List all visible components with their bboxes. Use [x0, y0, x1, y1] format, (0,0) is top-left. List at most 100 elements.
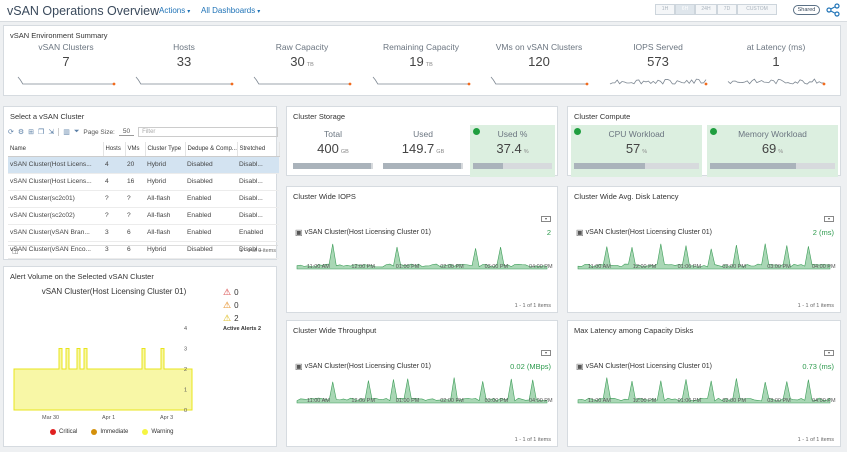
x-tick-label: 12:00 PM [351, 264, 375, 270]
latest-value: 2 (ms) [812, 228, 834, 237]
x-tick-label: 02:00 PM [722, 398, 746, 404]
cpu-workload-tile: CPU Workload 57% [571, 125, 702, 177]
range-6h-button[interactable]: 6H [675, 4, 695, 15]
x-tick-label: 04:00 PM [529, 398, 553, 404]
workload-bar [710, 163, 835, 169]
table-row[interactable]: vSAN Cluster(Host Licens... 4 16 Hybrid Disa… [8, 173, 279, 191]
chart-legend: ▣ vSAN Cluster(Host Licensing Cluster 01) [576, 362, 712, 371]
chart-options-dropdown[interactable]: ▾ [824, 350, 834, 356]
table-row[interactable]: vSAN Cluster(sc2c01)?? All-flash Enabled Di… [8, 190, 279, 208]
x-tick-label: 12:00 PM [633, 264, 657, 270]
kpi-sparkline [17, 76, 114, 85]
column-header[interactable]: Cluster Type [145, 142, 186, 157]
table-row[interactable]: vSAN Cluster(Host Licens... 4 20 Hybrid Disa… [8, 156, 279, 174]
all-dashboards-menu[interactable]: All Dashboards ▾ [201, 6, 260, 15]
kpi-value: 573 [647, 54, 669, 69]
kpi-unit: TB [306, 62, 314, 68]
table-cell: Disabl... [237, 173, 279, 191]
column-header[interactable]: Name [8, 142, 104, 157]
capacity-bar [473, 163, 552, 169]
series-area [296, 243, 548, 270]
column-header[interactable]: VMs [125, 142, 146, 157]
table-cell: Enabled [185, 207, 237, 225]
time-range-group: 1H 6H 24H 7D CUSTOM [655, 4, 777, 15]
share-icon[interactable] [826, 3, 840, 17]
cluster-table: Name Hosts VMs Cluster Type Dedupe & Comp...… [8, 142, 280, 259]
chart-options-dropdown[interactable]: ▾ [824, 216, 834, 222]
y-tick-label: 1 [184, 388, 187, 394]
chart-options-dropdown[interactable]: ▾ [541, 350, 551, 356]
metric-area-chart: 11:00 AM 12:00 PM 01:00 PM 02:00 PM 03:00 PM… [577, 377, 836, 404]
legend-label: Critical [59, 429, 78, 435]
tile-unit: % [778, 149, 784, 155]
table-cell: vSAN Cluster(Host Licens... [8, 173, 103, 191]
table-row[interactable]: vSAN Cluster(vSAN Bran... 3 6 All-flash Enab… [8, 224, 279, 242]
column-header[interactable]: Dedupe & Comp... [185, 142, 238, 157]
table-cell: 4 [103, 156, 125, 174]
settings-icon[interactable]: ⚙ [17, 129, 25, 136]
chevron-down-icon: ▾ [187, 9, 191, 15]
active-alerts-label: Active Alerts 2 [223, 326, 262, 332]
refresh-icon[interactable]: ⟳ [8, 129, 14, 136]
range-7d-button[interactable]: 7D [717, 4, 737, 15]
chart-options-dropdown[interactable]: ▾ [541, 216, 551, 222]
range-1h-button[interactable]: 1H [655, 4, 675, 15]
chart-title: Max Latency among Capacity Disks [574, 326, 694, 335]
chart-legend: ▣ vSAN Cluster(Host Licensing Cluster 01) [295, 228, 431, 237]
copy-icon[interactable]: ❐ [38, 129, 45, 136]
hierarchy-icon[interactable]: ⊞ [28, 129, 35, 136]
toolbar-divider [58, 128, 60, 136]
kpi-sparklines [17, 76, 826, 86]
x-tick-label: 02:00 PM [440, 398, 464, 404]
x-tick-label: 11:00 AM [588, 264, 611, 270]
tile-value: 69 [761, 141, 777, 156]
x-tick-label: 11:00 AM [588, 398, 611, 404]
kpi-iops-served: IOPS Served 573 [598, 42, 718, 69]
table-row[interactable]: vSAN Cluster(sc2c02)?? All-flash Enabled Di… [8, 207, 279, 225]
dashboards-label: All Dashboards [201, 6, 256, 15]
kpi-value: 1 [772, 54, 780, 69]
tile-value: 400 [317, 141, 339, 156]
tile-unit: GB [340, 149, 349, 155]
column-header[interactable]: Hosts [103, 142, 126, 157]
cluster-storage-panel: Cluster Storage Total 400 GB Used 149.7 GB… [286, 106, 558, 177]
capacity-bar [293, 163, 373, 169]
kpi-sparkline [253, 76, 350, 85]
storage-title: Cluster Storage [293, 112, 346, 121]
chart-count: 1 - 1 of 1 items [514, 303, 551, 309]
legend-label: vSAN Cluster(Host Licensing Cluster 01) [585, 229, 712, 236]
x-tick-label: 01:00 PM [396, 398, 420, 404]
page-size-select[interactable]: 50 [118, 128, 135, 136]
shared-button[interactable]: Shared [793, 5, 820, 15]
table-cell: ? [103, 190, 125, 208]
columns-toggle-icon[interactable]: ◫ [12, 248, 19, 255]
alert-volume-panel: Alert Volume on the Selected vSAN Cluste… [3, 266, 277, 447]
filter-input[interactable]: Filter [138, 127, 278, 137]
filter-icon[interactable]: ⏷ [73, 128, 80, 135]
x-tick-label: 03:00 PM [767, 398, 791, 404]
range-custom-button[interactable]: CUSTOM [737, 4, 777, 15]
metric-area-chart: 11:00 AM 12:00 PM 01:00 PM 02:00 PM 03:00 PM… [296, 243, 553, 270]
alert-subtitle: vSAN Cluster(Host Licensing Cluster 01) [41, 287, 187, 296]
sparkline-end-dot [467, 82, 471, 86]
capacity-fill [383, 163, 461, 169]
storage-used-pct-tile: Used % 37.4% [470, 125, 555, 177]
x-tick-label: Apr 1 [102, 415, 115, 421]
series-area [577, 377, 831, 404]
actions-menu[interactable]: Actions ▾ [159, 6, 190, 15]
column-header[interactable]: Stretched [237, 142, 280, 157]
table-cell: Hybrid [145, 156, 185, 174]
columns-icon[interactable]: ▥ [63, 129, 70, 136]
table-cell: vSAN Cluster(vSAN Bran... [8, 224, 103, 242]
tile-unit: % [642, 149, 648, 155]
top-bar: vSAN Operations Overview Actions ▾ All Da… [0, 0, 847, 22]
grid-count: 1 - 9 of 9 items [239, 248, 276, 254]
x-tick-label: 01:00 PM [678, 398, 702, 404]
compute-title: Cluster Compute [574, 112, 631, 121]
warning-series-area [13, 348, 193, 411]
range-24h-button[interactable]: 24H [695, 4, 717, 15]
kpi-unit: TB [425, 62, 433, 68]
export-icon[interactable]: ⇲ [48, 129, 55, 136]
chart-title: Cluster Wide Avg. Disk Latency [574, 192, 679, 201]
workload-fill [574, 163, 646, 169]
